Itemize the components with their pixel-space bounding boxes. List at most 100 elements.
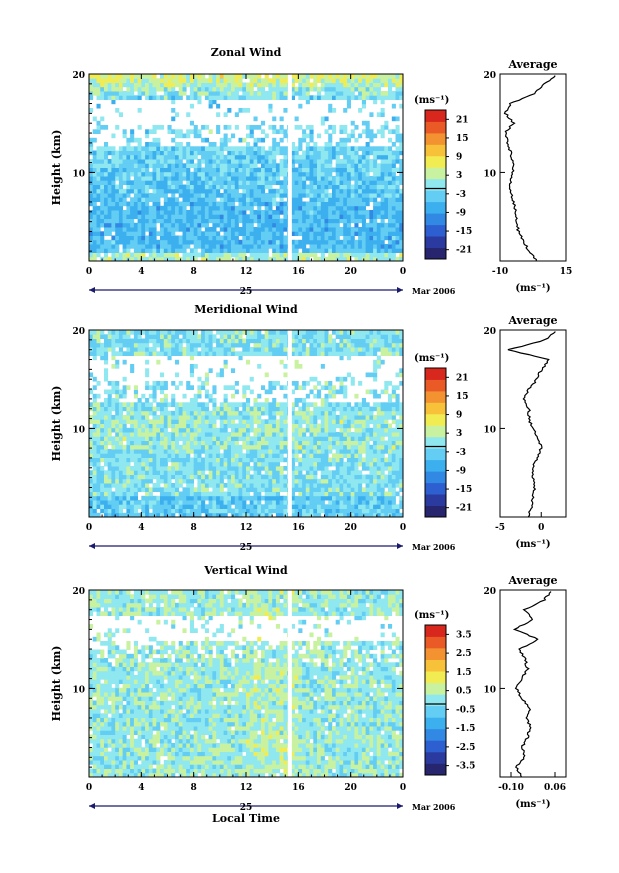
heatmap-cell <box>264 436 269 441</box>
heatmap-cell <box>317 205 322 211</box>
heatmap-cell <box>175 351 180 356</box>
heatmap-cell <box>107 389 112 395</box>
heatmap-cell <box>175 78 180 83</box>
heatmap-cell <box>346 133 351 139</box>
heatmap-cell <box>283 338 288 344</box>
heatmap-cell <box>133 436 138 441</box>
heatmap-cell <box>395 167 400 173</box>
heatmap-cell <box>272 402 277 407</box>
heatmap-cell <box>320 231 325 236</box>
heatmap-cell <box>104 342 109 348</box>
heatmap-cell <box>395 150 400 156</box>
heatmap-cell <box>223 227 228 232</box>
heatmap-cell <box>212 222 217 228</box>
heatmap-cell <box>186 210 191 215</box>
heatmap-cell <box>189 74 194 79</box>
heatmap-cell <box>92 461 97 467</box>
heatmap-cell <box>163 244 168 249</box>
heatmap-cell <box>324 167 329 173</box>
heatmap-cell <box>216 129 221 134</box>
heatmap-cell <box>107 406 112 412</box>
heatmap-cell <box>324 222 329 228</box>
heatmap-cell <box>126 227 131 232</box>
heatmap-cell <box>137 330 142 335</box>
heatmap-cell <box>279 201 284 207</box>
heatmap-cell <box>275 95 280 100</box>
heatmap-cell <box>156 419 161 424</box>
heatmap-cell <box>309 137 314 143</box>
heatmap-cell <box>324 86 329 92</box>
heatmap-cell <box>309 508 314 514</box>
heatmap-cell <box>272 214 277 219</box>
heatmap-cell <box>343 231 348 236</box>
heatmap-cell <box>335 201 340 207</box>
heatmap-cell <box>305 210 310 215</box>
heatmap-cell <box>294 214 299 219</box>
heatmap-cell <box>160 512 165 518</box>
heatmap-cell <box>223 146 228 151</box>
heatmap-cell <box>133 330 138 335</box>
heatmap-cell <box>175 334 180 339</box>
heatmap-cell <box>238 180 243 185</box>
heatmap-cell <box>212 163 217 168</box>
heatmap-cell <box>197 415 202 420</box>
heatmap-cell <box>343 95 348 100</box>
heatmap-cell <box>257 491 262 497</box>
heatmap-cell <box>182 91 187 96</box>
heatmap-cell <box>294 444 299 450</box>
heatmap-cell <box>238 334 243 339</box>
heatmap-cell <box>175 129 180 134</box>
heatmap-cell <box>350 171 355 177</box>
heatmap-cell <box>178 193 183 198</box>
heatmap-cell <box>261 201 266 207</box>
heatmap-cell <box>201 508 206 514</box>
heatmap-cell <box>100 210 105 215</box>
heatmap-cell <box>268 495 273 501</box>
heatmap-cell <box>197 231 202 236</box>
heatmap-cell <box>391 197 396 202</box>
heatmap-cell <box>231 176 236 181</box>
heatmap-cell <box>100 201 105 207</box>
heatmap-cell <box>302 188 307 194</box>
heatmap-cell <box>313 235 318 241</box>
heatmap-cell <box>167 167 172 173</box>
heatmap-cell <box>216 457 221 463</box>
heatmap-cell <box>216 427 221 433</box>
heatmap-cell <box>354 248 359 253</box>
heatmap-cell <box>219 491 224 497</box>
heatmap-cell <box>242 432 247 437</box>
heatmap-cell <box>346 184 351 190</box>
heatmap-cell <box>156 385 161 390</box>
heatmap-cell <box>107 78 112 83</box>
heatmap-cell <box>358 252 363 258</box>
heatmap-cell <box>365 210 370 215</box>
heatmap-cell <box>193 214 198 219</box>
heatmap-cell <box>275 78 280 83</box>
heatmap-cell <box>145 449 150 454</box>
heatmap-cell <box>178 461 183 467</box>
heatmap-cell <box>111 500 116 505</box>
heatmap-cell <box>171 74 176 79</box>
heatmap-cell <box>328 180 333 185</box>
heatmap-cell <box>242 457 247 463</box>
heatmap-cell <box>96 214 101 219</box>
heatmap-cell <box>182 504 187 509</box>
heatmap-cell <box>152 214 157 219</box>
heatmap-cell <box>249 248 254 253</box>
heatmap-cell <box>223 432 228 437</box>
heatmap-cell <box>264 457 269 463</box>
heatmap-cell <box>193 235 198 241</box>
heatmap-cell <box>189 432 194 437</box>
heatmap-cell <box>145 256 150 262</box>
heatmap-cell <box>216 478 221 484</box>
heatmap-cell <box>160 398 165 403</box>
heatmap-cell <box>358 176 363 181</box>
heatmap-cell <box>111 133 116 139</box>
heatmap-cell <box>118 393 123 399</box>
heatmap-cell <box>92 495 97 501</box>
heatmap-cell <box>264 159 269 164</box>
heatmap-cell <box>126 235 131 241</box>
heatmap-cell <box>391 188 396 194</box>
heatmap-cell <box>107 159 112 164</box>
heatmap-cell <box>133 159 138 164</box>
